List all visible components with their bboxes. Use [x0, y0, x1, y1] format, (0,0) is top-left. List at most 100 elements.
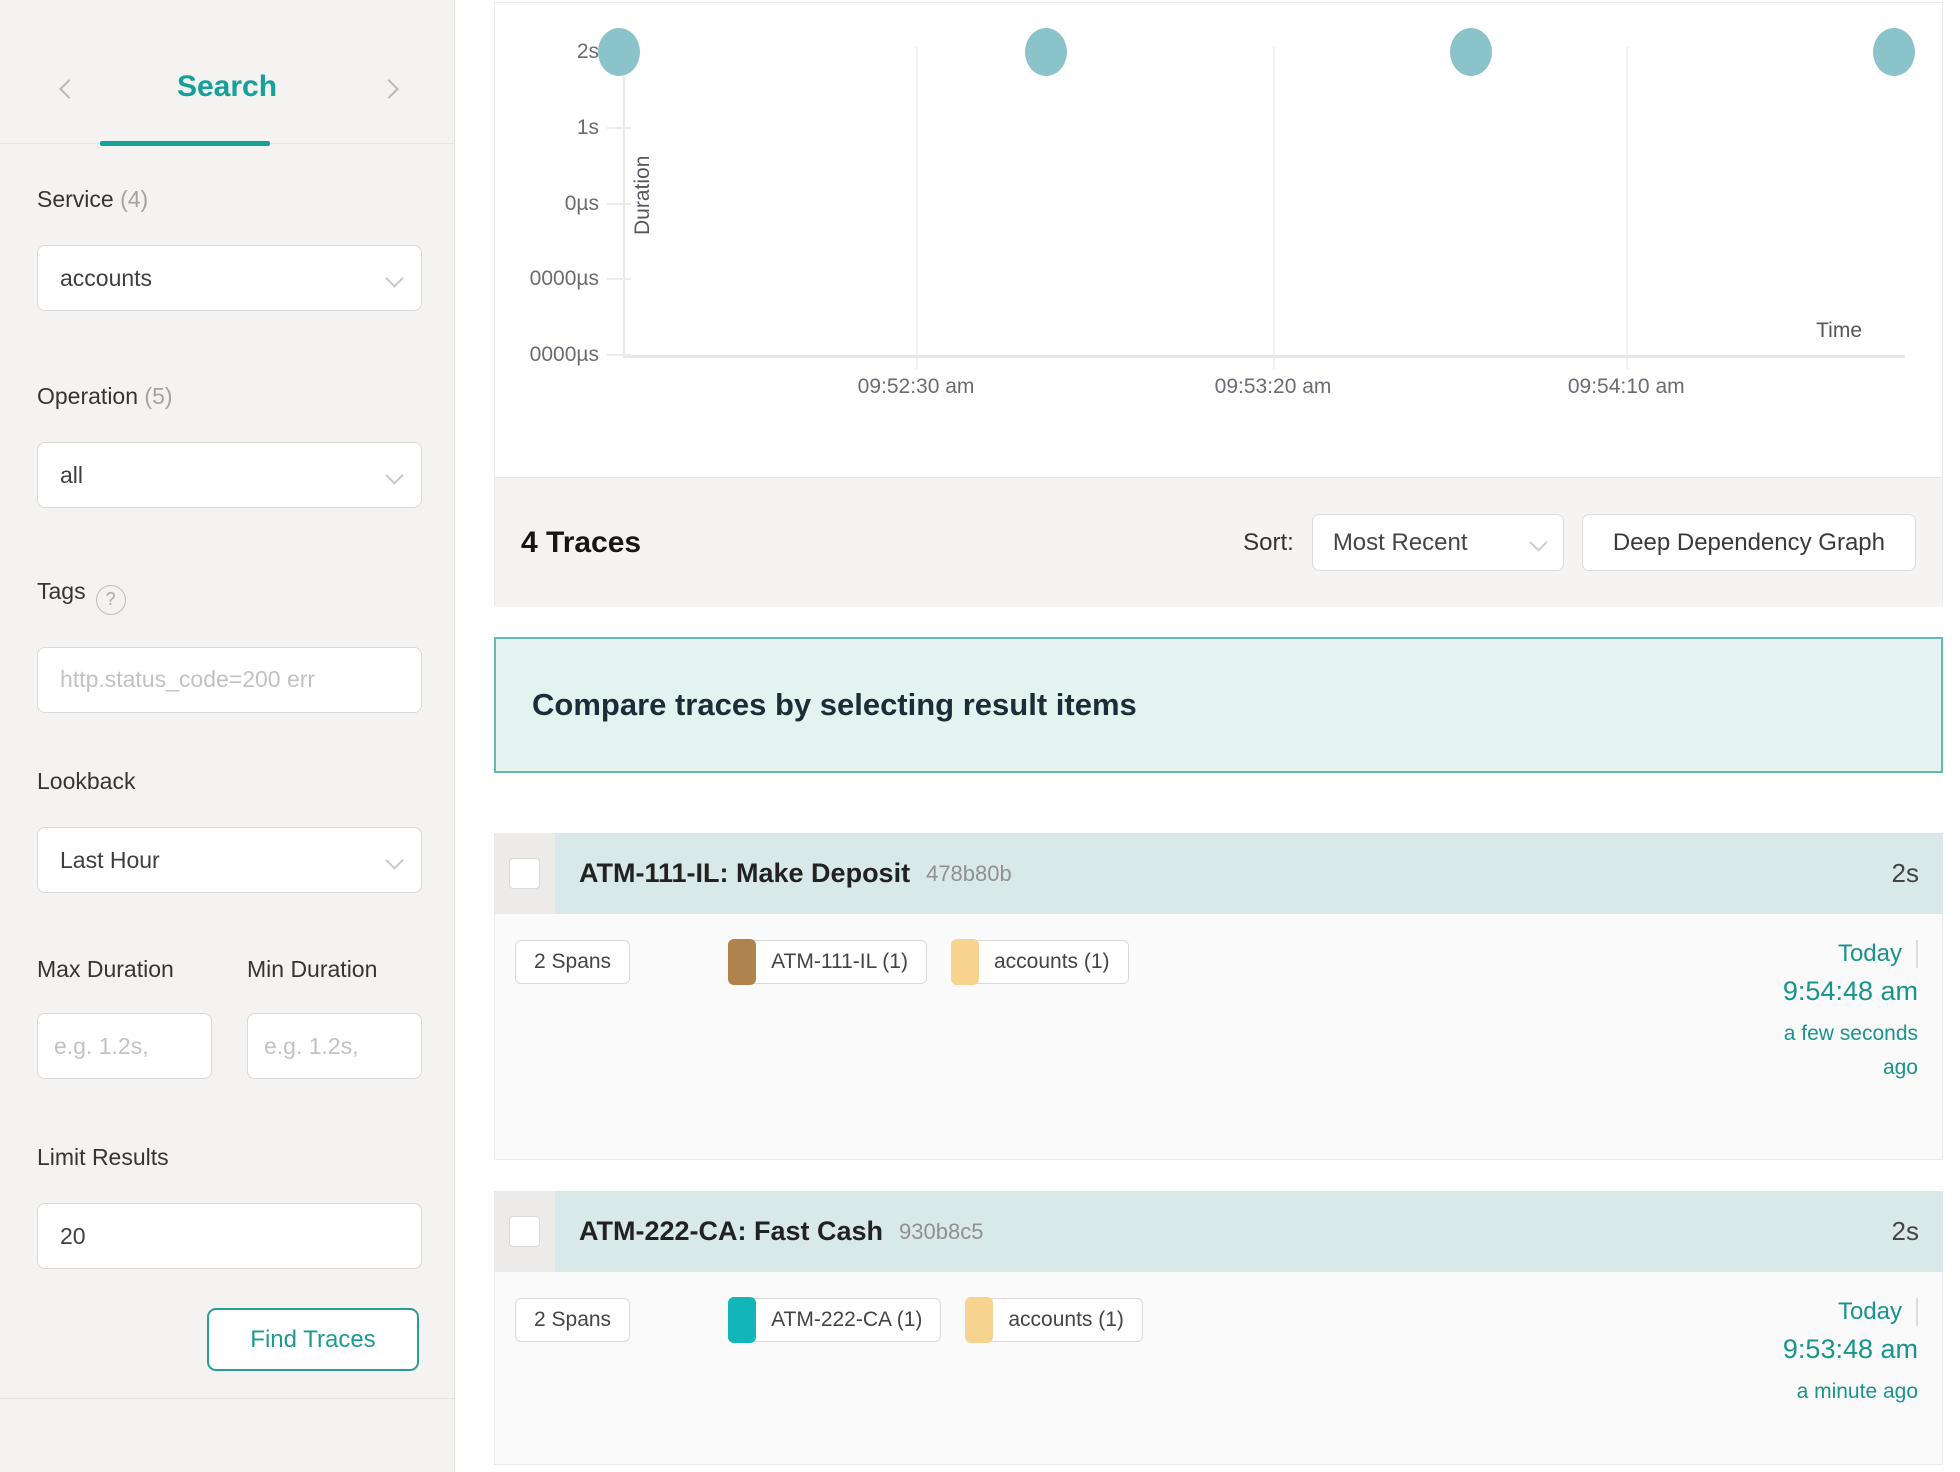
trace-scatter-point[interactable] [1449, 28, 1492, 76]
lookback-select-value: Last Hour [60, 846, 160, 873]
trace-count: 4 Traces [521, 525, 642, 559]
date-divider [1916, 1298, 1918, 1326]
service-color-swatch [728, 1297, 757, 1343]
find-traces-button[interactable]: Find Traces [207, 1308, 419, 1371]
chevron-down-icon [385, 466, 404, 485]
sidebar-bottom-divider [0, 1398, 454, 1399]
trace-checkbox-cell [494, 833, 555, 914]
chevron-down-icon [1529, 533, 1548, 552]
trace-scatter-point[interactable] [598, 28, 640, 76]
service-label: Service (4) [37, 186, 149, 212]
y-tick-label: 0000µs [529, 267, 599, 291]
max-duration-box [37, 1013, 212, 1079]
lookback-select[interactable]: Last Hour [37, 827, 422, 893]
span-count-chip: 2 Spans [515, 1298, 631, 1342]
y-tick-label: 2s [576, 40, 599, 63]
lookback-label: Lookback [37, 768, 136, 794]
y-tick-mark [607, 126, 631, 129]
results-bar: 4 Traces Sort: Most Recent Deep Dependen… [495, 477, 1942, 607]
trace-scatter-point[interactable] [1873, 28, 1915, 76]
service-chip: accounts (1) [950, 939, 1129, 985]
trace-title: ATM-222-CA: Fast Cash [579, 1216, 884, 1246]
max-duration-input[interactable] [54, 1032, 195, 1060]
trace-title: ATM-111-IL: Make Deposit [579, 858, 911, 888]
min-duration-box [247, 1013, 422, 1079]
trace-timestamp-block[interactable]: Today 9:54:48 am a few seconds ago [1746, 940, 1918, 1084]
compare-banner-text: Compare traces by selecting result items [532, 687, 1137, 722]
tags-input-box [37, 646, 422, 713]
x-gridline [916, 47, 919, 369]
tab-search[interactable]: Search [176, 70, 278, 103]
chevron-down-icon [385, 269, 404, 288]
tags-input[interactable] [60, 666, 399, 693]
x-tick-label: 09:54:10 am [1567, 375, 1685, 398]
limit-results-box [37, 1203, 422, 1269]
span-count-chip: 2 Spans [515, 940, 631, 984]
service-select[interactable]: accounts [37, 245, 422, 311]
deep-dependency-graph-button[interactable]: Deep Dependency Graph [1581, 514, 1916, 571]
trace-id: 478b80b [926, 860, 1012, 886]
y-tick-mark [607, 354, 631, 357]
y-tick-mark [607, 202, 631, 205]
operation-select[interactable]: all [37, 442, 422, 508]
trace-scatter-point[interactable] [1025, 28, 1068, 76]
min-duration-label: Min Duration [247, 956, 378, 982]
question-circle-icon[interactable]: ? [95, 584, 126, 615]
y-tick-label: 0µs [564, 191, 599, 215]
sort-select[interactable]: Most Recent [1311, 514, 1564, 571]
max-duration-label: Max Duration [37, 956, 174, 982]
chevron-down-icon [385, 851, 404, 870]
trace-id: 930b8c5 [899, 1218, 984, 1244]
service-chip-label: ATM-222-CA (1) [771, 1308, 923, 1331]
trace-title-bar[interactable]: ATM-111-IL: Make Deposit 478b80b 2s [555, 833, 1943, 914]
operation-label: Operation (5) [37, 383, 173, 409]
y-axis-title: Duration [631, 155, 654, 235]
trace-date: Today [1837, 940, 1902, 967]
x-tick-label: 09:53:20 am [1214, 375, 1332, 398]
trace-select-checkbox[interactable] [509, 1216, 540, 1247]
tab-active-underline [100, 141, 270, 146]
search-results-main: 2s 1s 0µs 0000µs 0000µs 09:52:30 am 09:53:20 … [494, 2, 1943, 1465]
service-select-value: accounts [60, 264, 153, 291]
sort-label: Sort: [1243, 528, 1294, 556]
limit-results-label: Limit Results [37, 1144, 169, 1170]
limit-results-input[interactable] [60, 1222, 399, 1250]
tags-label: Tags? [37, 578, 422, 615]
service-color-swatch [728, 939, 757, 985]
service-chip: accounts (1) [965, 1297, 1143, 1343]
trace-card-header[interactable]: ATM-111-IL: Make Deposit 478b80b 2s [494, 833, 1943, 914]
x-tick-label: 09:52:30 am [857, 375, 975, 398]
y-tick-mark [607, 278, 631, 281]
search-sidebar: Search Service (4) accounts Operation (5… [0, 0, 455, 1472]
service-color-swatch [965, 1297, 994, 1343]
trace-result-card: ATM-111-IL: Make Deposit 478b80b 2s 2 Sp… [494, 833, 1943, 1160]
trace-relative-time: a few seconds ago [1783, 1022, 1918, 1079]
service-chip: ATM-111-IL (1) [728, 939, 927, 985]
trace-timestamp-block[interactable]: Today 9:53:48 am a minute ago [1746, 1298, 1918, 1409]
min-duration-input[interactable] [264, 1032, 405, 1060]
trace-title-bar[interactable]: ATM-222-CA: Fast Cash 930b8c5 2s [555, 1191, 1943, 1272]
trace-duration: 2s [1891, 858, 1919, 888]
trace-time: 9:54:48 am [1782, 976, 1918, 1006]
y-axis-line [623, 43, 625, 357]
x-gridline [1626, 47, 1629, 369]
operation-select-value: all [60, 461, 84, 488]
trace-checkbox-cell [494, 1191, 555, 1272]
duration-scatterplot: 2s 1s 0µs 0000µs 0000µs 09:52:30 am 09:53:20 … [495, 3, 1942, 477]
service-chip-label: ATM-111-IL (1) [771, 950, 908, 973]
trace-duration: 2s [1891, 1216, 1919, 1246]
x-axis-title: Time [1816, 319, 1862, 342]
x-axis-line [623, 355, 1905, 358]
trace-card-header[interactable]: ATM-222-CA: Fast Cash 930b8c5 2s [494, 1191, 1943, 1272]
trace-relative-time: a minute ago [1796, 1380, 1918, 1403]
sort-select-value: Most Recent [1332, 528, 1468, 556]
trace-date: Today [1837, 1298, 1902, 1325]
sidebar-tab-row: Search [0, 0, 454, 146]
compare-banner: Compare traces by selecting result items [494, 637, 1943, 773]
trace-time: 9:53:48 am [1782, 1334, 1918, 1364]
x-gridline [1273, 47, 1276, 369]
service-chip-label: accounts (1) [993, 950, 1110, 973]
trace-select-checkbox[interactable] [509, 858, 540, 889]
trace-card-body: 2 Spans ATM-222-CA (1) accounts (1) Toda… [494, 1272, 1943, 1465]
